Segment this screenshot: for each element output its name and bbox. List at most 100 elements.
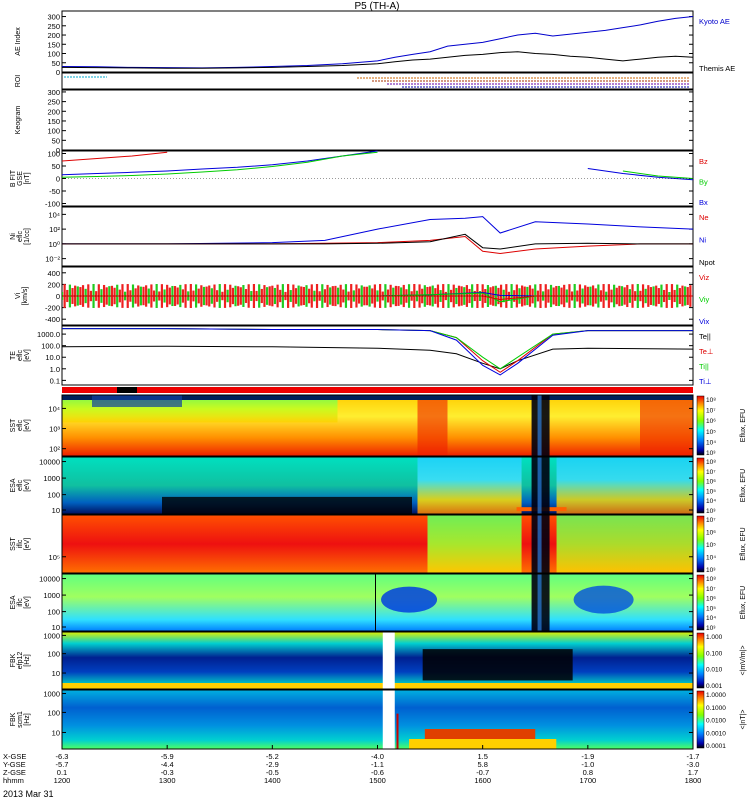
x-tick-label: 0.1 xyxy=(57,768,67,777)
y-tick-label: 1000 xyxy=(43,591,60,600)
colorbar-tick-label: 10⁶ xyxy=(706,530,716,537)
spectrogram-region xyxy=(417,457,522,514)
colorbar-tick-label: 10⁸ xyxy=(706,397,716,404)
x-tick-label: -1.7 xyxy=(687,752,700,761)
ylabel-line: ESA xyxy=(10,478,17,492)
series-line-te xyxy=(62,328,693,373)
series-group-velocity xyxy=(62,284,693,308)
colorbar-tick-label: 0.001 xyxy=(706,683,723,690)
x-tick-label: -1.1 xyxy=(371,760,384,769)
series-line-bz xyxy=(62,151,168,162)
legend-entry: Te⊥ xyxy=(699,347,714,356)
colorbar-tick-label: 10⁵ xyxy=(706,429,716,436)
panel-ylabel: B FITGSE[nT] xyxy=(10,169,31,187)
x-tick-label: -0.5 xyxy=(266,768,279,777)
x-tick-label: 1500 xyxy=(369,776,386,785)
x-tick-label: 1800 xyxy=(685,776,702,785)
y-tick-label: -200 xyxy=(45,304,60,313)
y-tick-label: 200 xyxy=(47,107,60,116)
ylabel-line: [eV] xyxy=(24,479,31,492)
date-label: 2013 Mar 31 xyxy=(3,789,54,799)
panel-ylabel: SSTiflc[eV] xyxy=(10,536,31,550)
y-tick-label: 250 xyxy=(47,22,60,31)
spectrogram-blob xyxy=(573,585,634,614)
y-tick-label: 100 xyxy=(47,127,60,136)
spectrogram-stripe xyxy=(537,457,542,514)
panel-ylabel: TEeflc[eV] xyxy=(10,349,31,362)
panel-ylabel: Keogram xyxy=(15,106,22,135)
series-line-npot xyxy=(62,233,693,250)
colorbar-tick-label: 10³ xyxy=(706,450,716,457)
y-tick-label: 50 xyxy=(52,136,60,145)
ylabel-line: TE xyxy=(10,351,17,360)
y-tick-label: 1000 xyxy=(43,474,60,483)
ylabel-line: Vi xyxy=(15,293,22,300)
spectrogram-band xyxy=(62,395,693,400)
panel-frame xyxy=(61,573,694,632)
panel-sst_e: SSTeflc[eV] 10⁴ 10³ 10² 10⁸ 10⁷ 10⁶ 10⁵ 10⁴ 10³ Ef… xyxy=(10,394,747,457)
y-tick-label: 0 xyxy=(56,292,60,301)
x-tick-label: 1400 xyxy=(264,776,281,785)
panel-fbk_e: FBKefp12[Hz] 1000 100 10 1.000 0.100 0.010 0.00… xyxy=(10,631,747,690)
ylabel-line: [eV] xyxy=(24,538,31,551)
x-tick-label: -0.3 xyxy=(161,768,174,777)
spectrogram-region xyxy=(162,496,412,514)
series-line-ni xyxy=(62,216,693,245)
legend-entry: Ti|| xyxy=(699,362,709,371)
ylabel-line: [km/s] xyxy=(22,287,29,306)
ylabel-line: eflc xyxy=(17,480,24,491)
spectrogram-band xyxy=(62,683,693,689)
colorbar-tick-label: 10⁵ xyxy=(706,605,716,612)
series-line-by xyxy=(62,151,693,179)
panel-frame xyxy=(61,206,694,267)
colorbar-tick-label: 0.1000 xyxy=(706,705,726,712)
x-tick-label: -6.3 xyxy=(56,752,69,761)
y-tick-label: 1.0 xyxy=(50,365,60,374)
legend-entry: Vix xyxy=(699,317,710,326)
y-tick-label: 10.0 xyxy=(45,353,60,362)
panel-bfield: B FITGSE[nT] 100 50 0 -50 -100 Bz By Bx xyxy=(10,150,708,209)
y-tick-label: 50 xyxy=(52,59,60,68)
y-tick-label: 100 xyxy=(47,608,60,617)
spectrogram-region xyxy=(427,515,522,573)
ylabel-line: iflc xyxy=(17,598,24,607)
ylabel-line: FBK xyxy=(10,653,17,667)
mode-bar xyxy=(62,387,693,393)
x-tick-label: -5.7 xyxy=(56,760,69,769)
x-row-label: Z-GSE xyxy=(3,768,26,777)
y-tick-label: 0.1 xyxy=(50,376,60,385)
colorbar-tick-label: 10³ xyxy=(706,625,716,632)
colorbar-tick-label: 10⁴ xyxy=(706,498,716,505)
panel-esa_i: ESAiflc[eV] 10000 1000 100 10 10⁸ 10⁷ 10⁶ 10⁵ 10⁴… xyxy=(10,573,747,632)
colorbar-tick-label: 10⁵ xyxy=(706,542,716,549)
colorbar-tick-label: 10⁶ xyxy=(706,418,716,425)
series-line-bx xyxy=(62,150,693,181)
plot-title: P5 (TH-A) xyxy=(355,1,400,12)
y-tick-label: 400 xyxy=(47,269,60,278)
colorbar xyxy=(696,457,705,514)
colorbar-tick-label: 10⁶ xyxy=(706,596,716,603)
colorbar-tick-label: 1.000 xyxy=(706,634,723,641)
x-tick-label: 1300 xyxy=(159,776,176,785)
ylabel-line: [1/cc] xyxy=(24,228,31,245)
y-tick-label: 10⁴ xyxy=(48,404,60,413)
spectrogram-region xyxy=(556,515,693,573)
panel-frame xyxy=(61,10,694,73)
ylabel-line: scm1 xyxy=(17,711,24,728)
y-tick-label: 0 xyxy=(56,175,60,184)
y-tick-label: 300 xyxy=(47,88,60,97)
colorbar-tick-label: 0.0001 xyxy=(706,743,726,750)
colorbar-label: <|nT|> xyxy=(740,710,747,730)
y-tick-label: 10000 xyxy=(39,575,60,584)
data-gap xyxy=(382,690,395,749)
legend-entry: Ti⊥ xyxy=(699,377,712,386)
series-line-te xyxy=(62,345,693,370)
panel-ylabel: Nieflc[1/cc] xyxy=(10,228,31,245)
mode-bar-gap xyxy=(117,387,137,393)
series-group-bfield xyxy=(62,150,693,181)
colorbar-tick-label: 10⁸ xyxy=(706,459,716,466)
series-line-themisae xyxy=(62,51,693,69)
